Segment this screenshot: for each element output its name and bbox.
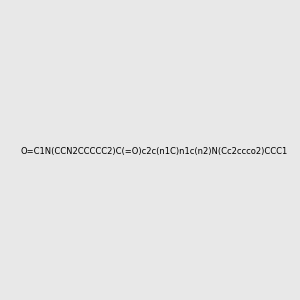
- Text: O=C1N(CCN2CCCCC2)C(=O)c2c(n1C)n1c(n2)N(Cc2ccco2)CCC1: O=C1N(CCN2CCCCC2)C(=O)c2c(n1C)n1c(n2)N(C…: [20, 147, 287, 156]
